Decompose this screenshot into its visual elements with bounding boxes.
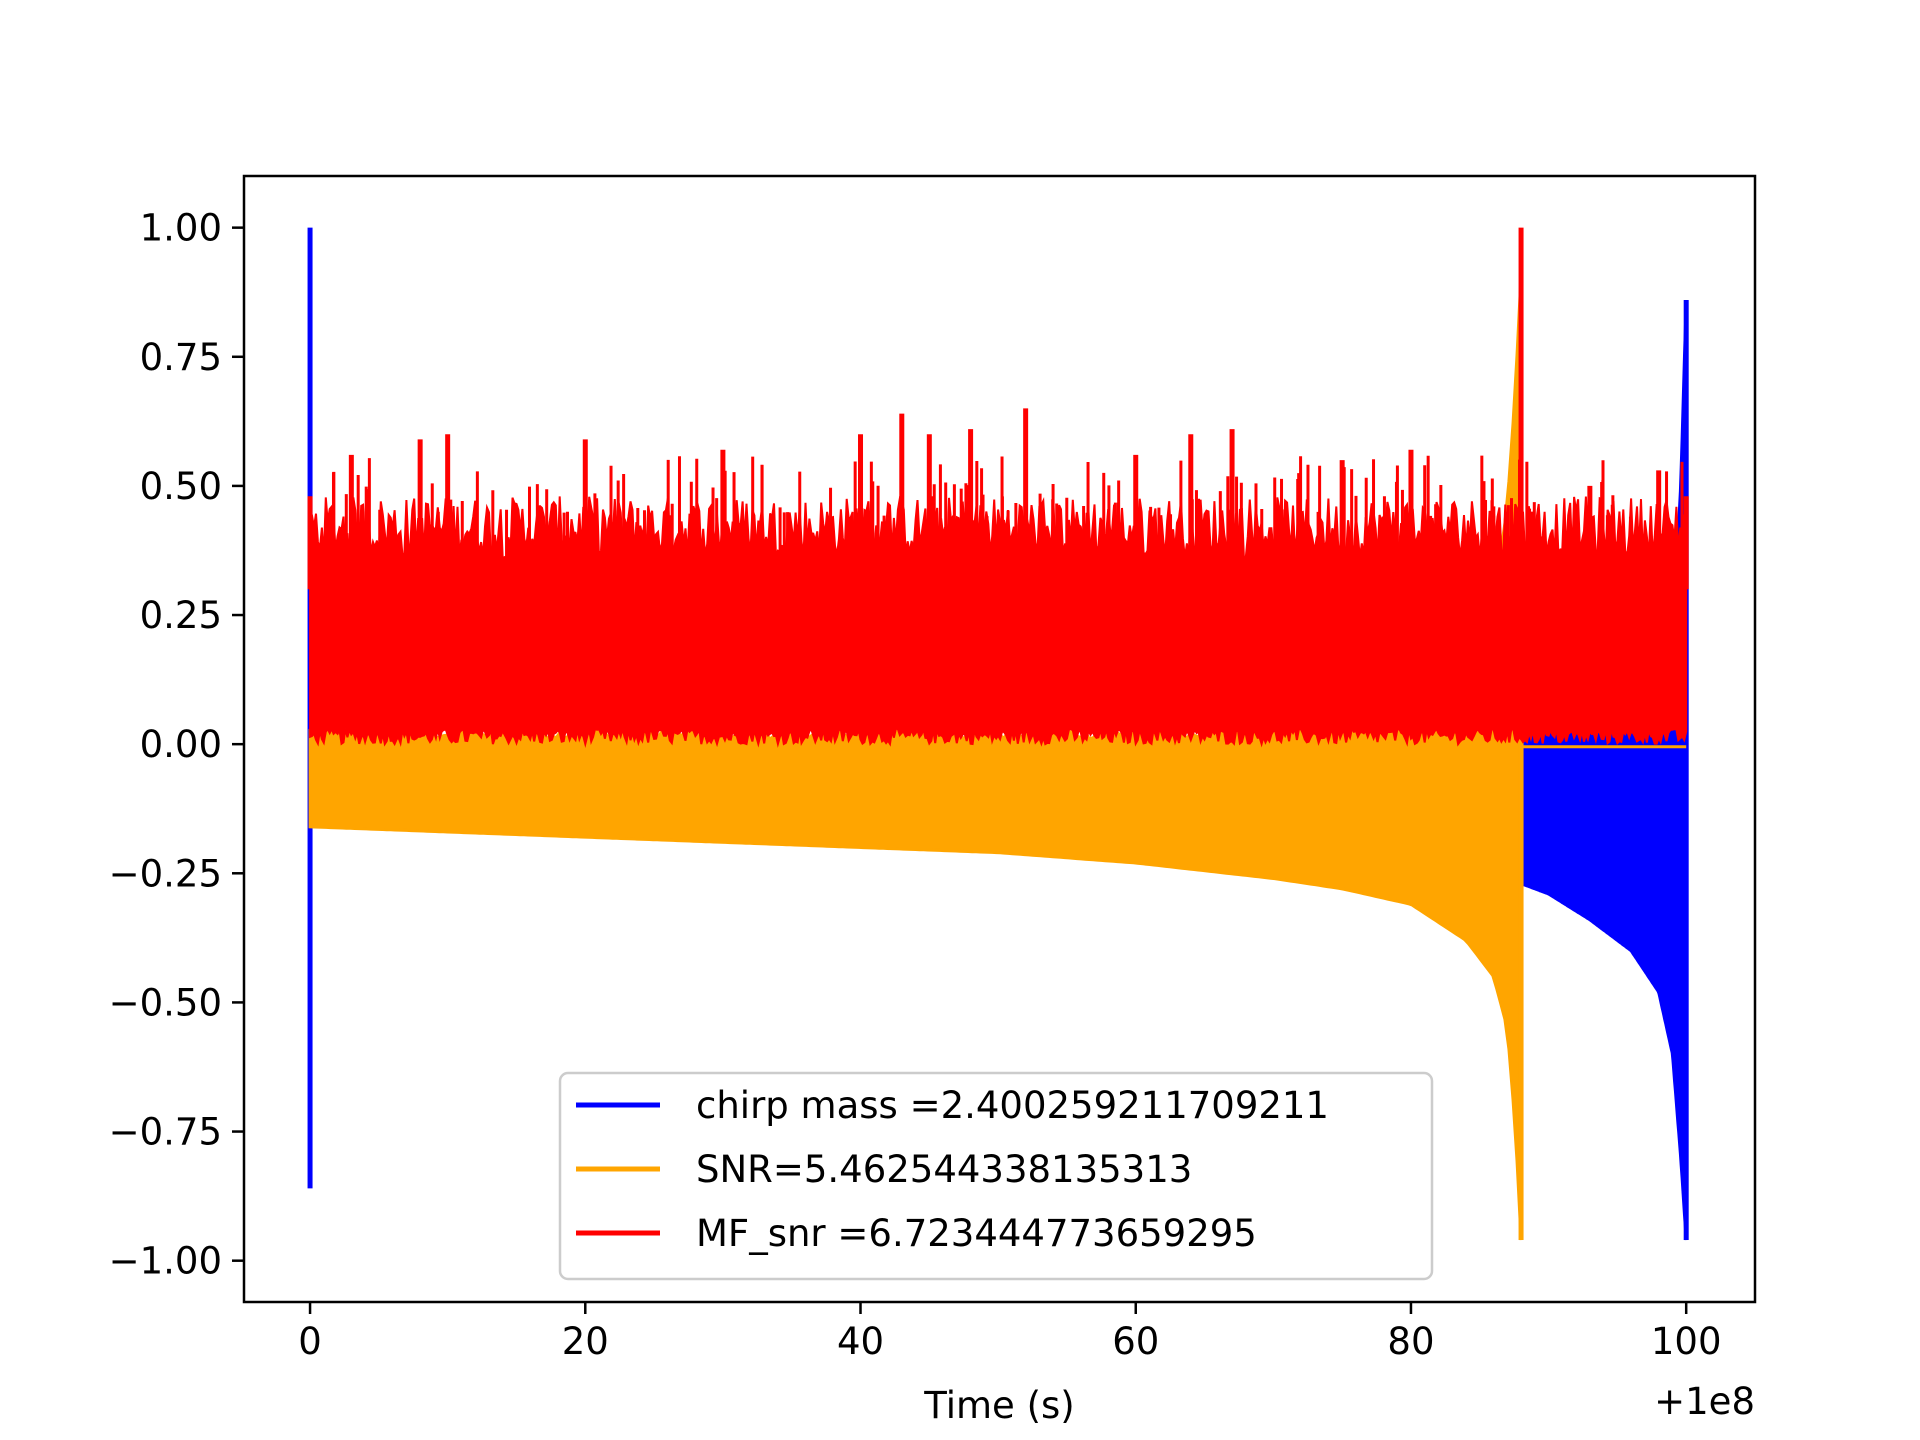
x-tick-label: 80 [1387, 1320, 1434, 1363]
legend-box [558, 1071, 1434, 1281]
y-tick-label: −0.75 [109, 1111, 222, 1154]
x-tick-label: 60 [1112, 1320, 1159, 1363]
y-tick-label: −1.00 [109, 1240, 222, 1283]
y-tick-label: −0.50 [109, 981, 222, 1024]
x-tick-label: 20 [562, 1320, 609, 1363]
y-tick-label: 0.00 [140, 723, 222, 766]
legend-label: chirp mass =2.400259211709211 [696, 1084, 1329, 1127]
x-axis-label: Time (s) [923, 1384, 1074, 1427]
y-tick-label: 1.00 [140, 207, 222, 250]
y-axis-ticks: 1.00 0.75 0.50 0.25 0.00 −0.25 −0.50 −0.75 −1.00 [109, 207, 244, 1283]
y-tick-label: 0.75 [140, 336, 222, 379]
y-tick-label: 0.50 [140, 465, 222, 508]
series-layer [307, 227, 1689, 1241]
y-tick-label: −0.25 [109, 852, 222, 895]
legend: chirp mass =2.400259211709211 SNR=5.46254… [558, 1071, 1434, 1281]
axes-frame [242, 174, 1757, 1304]
y-tick-label: 0.25 [140, 594, 222, 637]
x-axis-ticks: 0 20 40 60 80 100 [298, 1302, 1722, 1363]
x-tick-label: 40 [837, 1320, 884, 1363]
legend-label: SNR=5.462544338135313 [696, 1148, 1192, 1191]
legend-label: MF_snr =6.723444773659295 [696, 1212, 1257, 1255]
series-mf-snr [307, 227, 1689, 748]
x-tick-label: 100 [1651, 1320, 1722, 1363]
x-axis-offset-label: +1e8 [1654, 1380, 1755, 1423]
x-tick-label: 0 [298, 1320, 322, 1363]
